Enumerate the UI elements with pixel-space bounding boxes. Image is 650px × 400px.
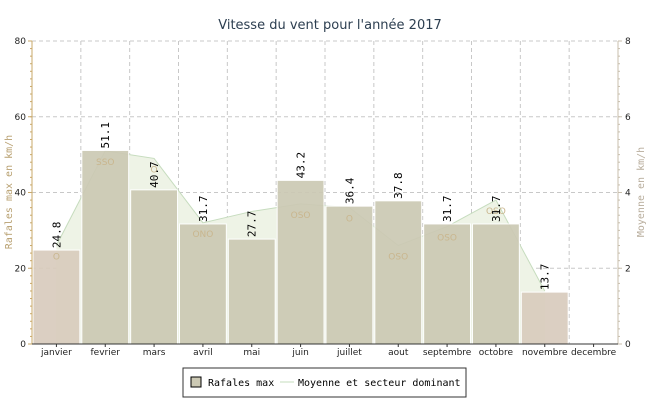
bar-value-label: 24.8 (50, 222, 63, 249)
sector-label: OSO (388, 253, 408, 263)
gust-bar (374, 200, 423, 345)
y-tick-label: 40 (15, 189, 27, 199)
x-tick-label: mai (243, 348, 260, 358)
gust-bar-series (32, 149, 569, 345)
gust-bar (325, 205, 374, 345)
y-tick-label: 80 (15, 37, 27, 47)
x-tick-label: juillet (336, 348, 362, 358)
y-tick-label: 60 (15, 113, 27, 123)
bar-value-label: 51.1 (99, 122, 112, 149)
y-tick-label: 20 (15, 264, 27, 274)
gust-bar (520, 291, 569, 345)
bar-value-label: 36.4 (343, 177, 356, 204)
gust-bar (276, 179, 325, 345)
bar-value-label: 43.2 (295, 152, 308, 179)
gust-bar (423, 223, 471, 345)
sector-label: OSO (437, 234, 457, 244)
sector-label: O (346, 215, 353, 225)
x-tick-label: decembre (571, 348, 617, 358)
x-tick-label: septembre (423, 348, 472, 358)
bar-value-label: 31.7 (441, 195, 454, 222)
gust-bar (472, 223, 520, 345)
bar-value-label: 37.8 (392, 172, 405, 199)
gust-bar (227, 238, 276, 345)
axes: 0 20 40 60 80 0 2 4 6 8 (15, 37, 631, 350)
legend-swatch-gusts (190, 376, 202, 388)
x-tick-label: octobre (479, 348, 514, 358)
legend: Rafales max Moyenne et secteur dominant (182, 367, 467, 398)
y2-tick-label: 0 (625, 340, 631, 350)
bar-value-label: 31.7 (197, 195, 210, 222)
bar-value-label: 27.7 (246, 211, 259, 238)
legend-label-average: Moyenne et secteur dominant (298, 378, 461, 389)
sector-labels: O SSO O ONO OSO O OSO OSO OSO (53, 158, 506, 263)
legend-box (182, 367, 467, 398)
x-tick-label: fevrier (91, 348, 121, 358)
y2-tick-label: 6 (625, 113, 631, 123)
x-tick-label: mars (143, 348, 166, 358)
bar-value-labels: 24.8 51.1 40.7 31.7 27.7 43.2 36.4 37.8 31.7 31.7… (50, 122, 551, 290)
gust-bar (81, 149, 130, 345)
x-tick-label: juin (291, 348, 308, 358)
sector-label: OSO (486, 207, 506, 217)
y2-axis-title: Moyenne en km/h (636, 147, 647, 237)
bar-value-label: 13.7 (539, 264, 552, 291)
y2-tick-label: 2 (625, 264, 631, 274)
legend-label-gusts: Rafales max (208, 378, 274, 389)
y-axis-title: Rafales max en km/h (4, 135, 15, 249)
sector-label: SSO (96, 158, 115, 168)
y2-tick-label: 4 (625, 189, 631, 199)
sector-label: O (53, 253, 60, 263)
sector-label: ONO (192, 230, 213, 240)
x-tick-label: aout (388, 348, 409, 358)
category-labels: janvier fevrier mars avril mai juin juillet aou… (40, 344, 617, 358)
gust-bar (32, 249, 81, 345)
sector-label: O (151, 165, 158, 175)
bar-value-label: 31.7 (490, 195, 503, 221)
sector-label: OSO (291, 211, 311, 221)
x-tick-label: avril (193, 348, 213, 358)
gust-bar (130, 189, 179, 345)
chart-title: Vitesse du vent pour l'année 2017 (218, 18, 442, 33)
y-tick-label: 0 (20, 340, 26, 350)
bar-value-label: 40.7 (148, 161, 161, 188)
gust-bar (179, 223, 227, 345)
y2-tick-label: 8 (625, 37, 631, 47)
x-tick-label: janvier (40, 348, 72, 358)
x-tick-label: novembre (522, 348, 568, 358)
